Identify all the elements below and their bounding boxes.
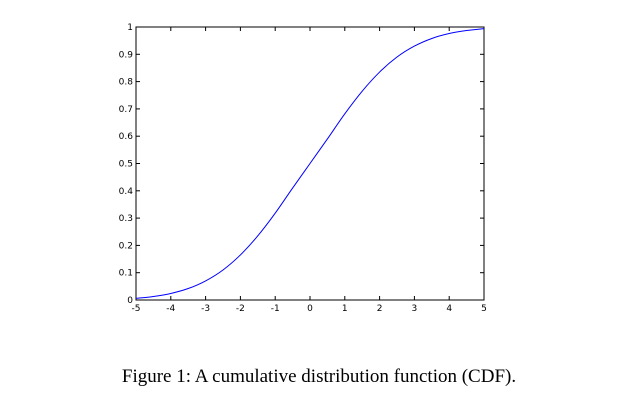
x-tick-label: 4 [446,304,452,314]
y-tick-labels: 0 0.1 0.2 0.3 0.4 0.5 0.6 0.7 0.8 0.9 1 [119,23,134,306]
y-tick-label: 0.7 [119,105,133,115]
y-tick-label: 0.4 [119,187,134,197]
figure-caption: Figure 1: A cumulative distribution func… [121,366,517,387]
cdf-series-line [135,28,485,299]
x-tick-label: -1 [271,304,280,314]
x-tick-label: 2 [377,304,383,314]
x-tick-label: -2 [236,304,245,314]
x-tick-label: -4 [166,304,175,314]
y-tick-label: 0.8 [119,78,134,88]
x-tick-label: 1 [342,304,348,314]
y-tick-label: 0 [127,296,133,306]
x-tick-label: 5 [481,304,487,314]
y-tick-label: 0.1 [119,269,133,279]
x-tick-label: -5 [132,304,141,314]
x-tick-label: 0 [307,304,313,314]
axis-ticks [135,26,485,301]
y-tick-label: 1 [127,23,133,33]
x-tick-label: -3 [201,304,210,314]
x-tick-labels: -5 -4 -3 -2 -1 0 1 2 3 4 5 [132,304,487,314]
y-tick-label: 0.6 [119,132,134,142]
y-tick-label: 0.3 [119,214,133,224]
y-tick-label: 0.9 [119,50,134,60]
y-tick-label: 0.2 [119,241,133,251]
y-tick-label: 0.5 [119,160,133,170]
x-tick-label: 3 [412,304,418,314]
